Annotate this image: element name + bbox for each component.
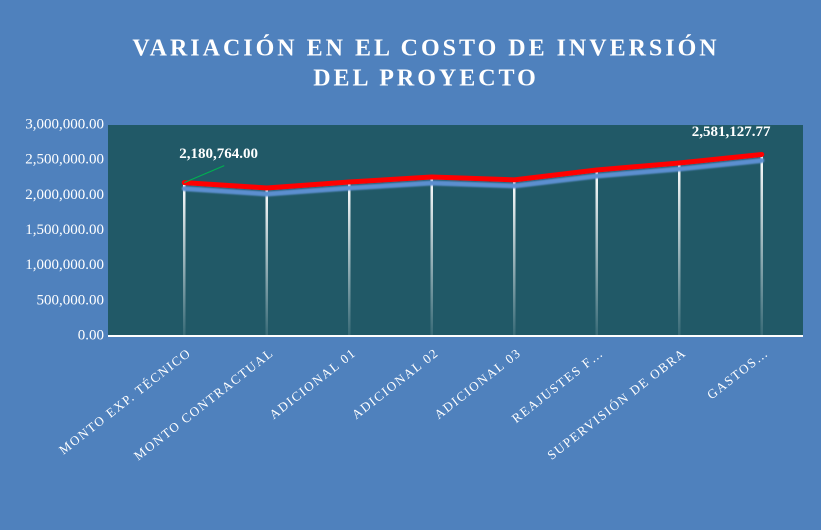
leader-line [184, 165, 225, 184]
chart-title: DEL PROYECTO [313, 66, 539, 92]
y-tick-label: 3,000,000.00 [25, 116, 104, 132]
y-tick-label: 500,000.00 [37, 292, 105, 308]
data-label: 2,180,764.00 [179, 146, 258, 162]
y-tick-label: 2,500,000.00 [25, 152, 104, 168]
data-label: 2,581,127.77 [692, 124, 771, 140]
y-tick-label: 1,500,000.00 [25, 222, 104, 238]
y-tick-label: 0.00 [78, 327, 104, 343]
chart-title: VARIACIÓN EN EL COSTO DE INVERSIÓN [132, 35, 719, 62]
y-tick-label: 1,000,000.00 [25, 257, 104, 273]
y-tick-label: 2,000,000.00 [25, 187, 104, 203]
line [181, 151, 765, 191]
